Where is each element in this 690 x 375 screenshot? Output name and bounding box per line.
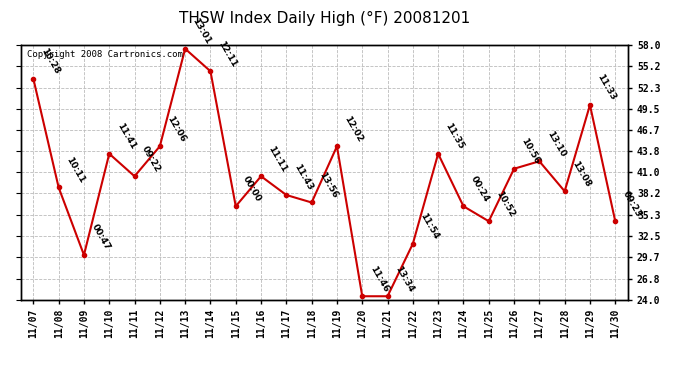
Text: 09:23: 09:23 [621, 189, 643, 219]
Text: 11:11: 11:11 [266, 144, 288, 174]
Text: 10:28: 10:28 [39, 47, 61, 76]
Text: 10:52: 10:52 [494, 189, 516, 219]
Text: 11:41: 11:41 [115, 122, 137, 151]
Text: 00:24: 00:24 [469, 174, 491, 204]
Text: 00:00: 00:00 [241, 175, 263, 204]
Text: 10:56: 10:56 [520, 137, 542, 166]
Text: 13:01: 13:01 [190, 17, 213, 46]
Text: 13:08: 13:08 [570, 159, 592, 189]
Text: 10:11: 10:11 [64, 156, 86, 185]
Text: 12:06: 12:06 [166, 114, 188, 144]
Text: 12:11: 12:11 [216, 39, 238, 69]
Text: 13:34: 13:34 [393, 264, 415, 294]
Text: 11:33: 11:33 [595, 73, 618, 102]
Text: 00:47: 00:47 [90, 223, 112, 252]
Text: 13:56: 13:56 [317, 170, 339, 200]
Text: 09:22: 09:22 [140, 144, 162, 174]
Text: 11:54: 11:54 [418, 211, 441, 241]
Text: 11:43: 11:43 [292, 163, 314, 192]
Text: 11:46: 11:46 [368, 264, 390, 294]
Text: 11:35: 11:35 [444, 122, 466, 151]
Text: 12:02: 12:02 [342, 114, 364, 144]
Text: Copyright 2008 Cartronics.com: Copyright 2008 Cartronics.com [27, 50, 183, 59]
Text: THSW Index Daily High (°F) 20081201: THSW Index Daily High (°F) 20081201 [179, 11, 470, 26]
Text: 13:10: 13:10 [545, 129, 567, 159]
